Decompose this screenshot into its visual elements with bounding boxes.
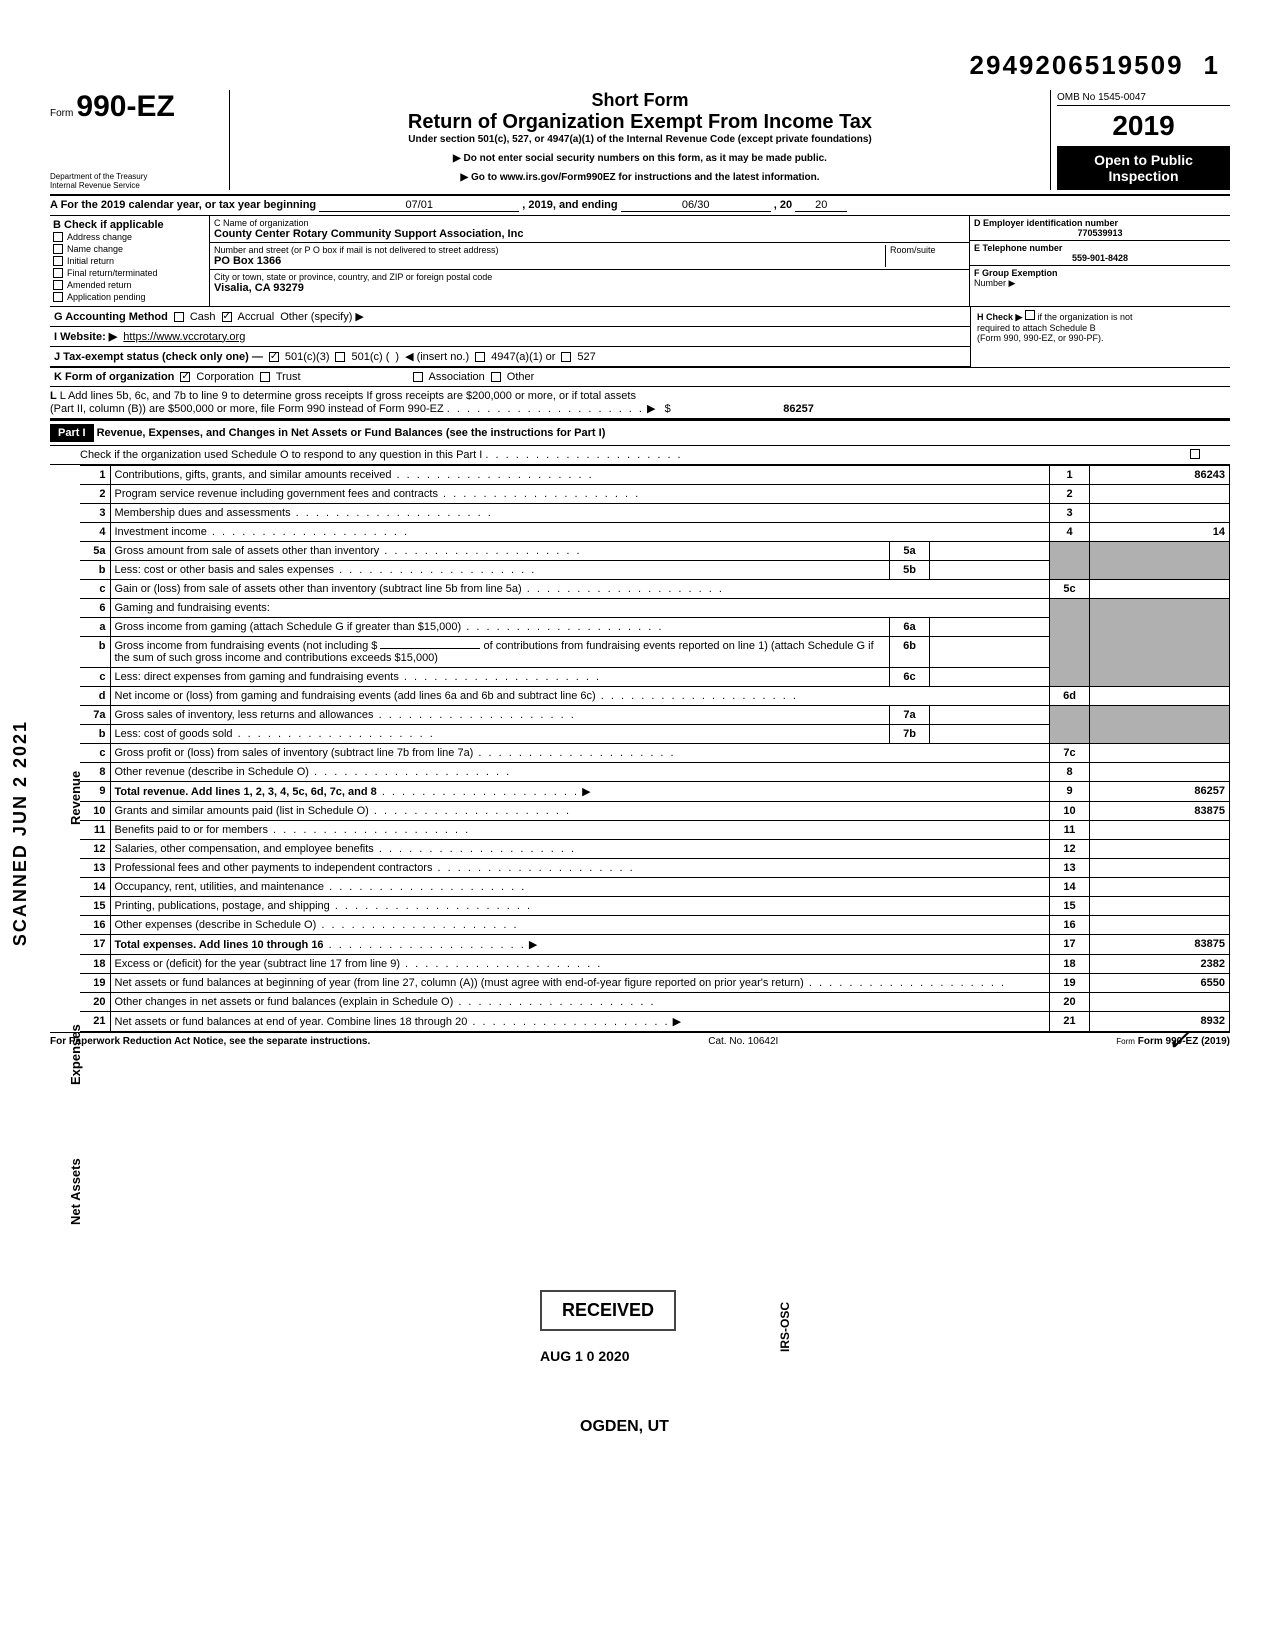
chk-sched-o[interactable] (1190, 449, 1200, 459)
label-netassets: Net Assets (68, 1158, 83, 1225)
received-stamp: RECEIVED (540, 1290, 676, 1331)
table-row: 5aGross amount from sale of assets other… (80, 542, 1230, 561)
form-prefix: Form (50, 108, 73, 119)
chk-name[interactable] (53, 244, 63, 254)
table-row: 3Membership dues and assessments3 (80, 504, 1230, 523)
chk-sched-b[interactable] (1025, 310, 1035, 320)
table-row: cGross profit or (loss) from sales of in… (80, 744, 1230, 763)
table-row: 21Net assets or fund balances at end of … (80, 1012, 1230, 1032)
line-i: I Website: ▶ https://www.vccrotary.org (50, 327, 970, 347)
part1-table: 1Contributions, gifts, grants, and simil… (80, 465, 1230, 1032)
chk-501c3[interactable] (269, 352, 279, 362)
goto-url: ▶ Go to www.irs.gov/Form990EZ for instru… (240, 172, 1040, 183)
part1-header: Part I Revenue, Expenses, and Changes in… (50, 420, 1230, 446)
initials-signature: ✓ (1167, 1024, 1190, 1057)
table-row: 15Printing, publications, postage, and s… (80, 897, 1230, 916)
chk-cash[interactable] (174, 312, 184, 322)
chk-527[interactable] (561, 352, 571, 362)
table-row: 12Salaries, other compensation, and empl… (80, 840, 1230, 859)
chk-address[interactable] (53, 232, 63, 242)
chk-other[interactable] (491, 372, 501, 382)
table-row: 4Investment income414 (80, 523, 1230, 542)
irs-osc-stamp: IRS-OSC (778, 1302, 792, 1352)
chk-accrual[interactable] (222, 312, 232, 322)
ssn-warning: ▶ Do not enter social security numbers o… (240, 153, 1040, 164)
chk-501c[interactable] (335, 352, 345, 362)
chk-assoc[interactable] (413, 372, 423, 382)
section-def: D Employer identification number77053991… (970, 216, 1230, 306)
table-row: 2Program service revenue including gover… (80, 485, 1230, 504)
omb-number: OMB No 1545-0047 (1057, 90, 1230, 106)
chk-final[interactable] (53, 268, 63, 278)
table-row: 7aGross sales of inventory, less returns… (80, 706, 1230, 725)
form-title: Return of Organization Exempt From Incom… (240, 111, 1040, 134)
section-b: B Check if applicable Address change Nam… (50, 216, 210, 306)
dept-treasury: Department of the Treasury (50, 172, 223, 181)
table-row: 18Excess or (deficit) for the year (subt… (80, 955, 1230, 974)
table-row: 19Net assets or fund balances at beginni… (80, 974, 1230, 993)
chk-4947[interactable] (475, 352, 485, 362)
line-a: A For the 2019 calendar year, or tax yea… (50, 196, 1230, 216)
line-g: G Accounting Method Cash Accrual Other (… (50, 307, 970, 327)
date-stamp: AUG 1 0 2020 (520, 1340, 650, 1372)
chk-initial[interactable] (53, 256, 63, 266)
table-row: 13Professional fees and other payments t… (80, 859, 1230, 878)
table-row: 11Benefits paid to or for members11 (80, 821, 1230, 840)
table-row: 6Gaming and fundraising events: (80, 599, 1230, 618)
page-footer: For Paperwork Reduction Act Notice, see … (50, 1032, 1230, 1047)
line-l: L L Add lines 5b, 6c, and 7b to line 9 t… (50, 387, 1230, 420)
ogden-stamp: OGDEN, UT (560, 1410, 689, 1444)
chk-trust[interactable] (260, 372, 270, 382)
table-row: 9Total revenue. Add lines 1, 2, 3, 4, 5c… (80, 782, 1230, 802)
form-header: Form 990-EZ Department of the Treasury I… (50, 90, 1230, 196)
chk-pending[interactable] (53, 292, 63, 302)
form-subtitle: Under section 501(c), 527, or 4947(a)(1)… (240, 134, 1040, 145)
line-j: J Tax-exempt status (check only one) — 5… (50, 347, 970, 367)
table-row: 16Other expenses (describe in Schedule O… (80, 916, 1230, 935)
line-k: K Form of organization Corporation Trust… (50, 368, 1230, 387)
label-expenses: Expenses (68, 1024, 83, 1085)
dln-number: 29492065195091 (970, 50, 1220, 81)
short-form-label: Short Form (240, 90, 1040, 111)
section-c: C Name of organizationCounty Center Rota… (210, 216, 970, 306)
part1-check: Check if the organization used Schedule … (50, 446, 1230, 465)
scanned-stamp: SCANNED JUN 2 2021 (10, 720, 31, 946)
table-row: 17Total expenses. Add lines 10 through 1… (80, 935, 1230, 955)
label-revenue: Revenue (68, 771, 83, 825)
open-to-public: Open to PublicInspection (1057, 146, 1230, 190)
table-row: 8Other revenue (describe in Schedule O)8 (80, 763, 1230, 782)
chk-amended[interactable] (53, 280, 63, 290)
form-number: 990-EZ (76, 90, 174, 123)
table-row: 1Contributions, gifts, grants, and simil… (80, 466, 1230, 485)
table-row: dNet income or (loss) from gaming and fu… (80, 687, 1230, 706)
table-row: 20Other changes in net assets or fund ba… (80, 993, 1230, 1012)
section-h: H Check ▶ if the organization is not req… (970, 307, 1230, 367)
tax-year: 2019 (1057, 106, 1230, 146)
chk-corp[interactable] (180, 372, 190, 382)
dept-irs: Internal Revenue Service (50, 181, 223, 190)
table-row: cGain or (loss) from sale of assets othe… (80, 580, 1230, 599)
table-row: 10Grants and similar amounts paid (list … (80, 802, 1230, 821)
table-row: 14Occupancy, rent, utilities, and mainte… (80, 878, 1230, 897)
